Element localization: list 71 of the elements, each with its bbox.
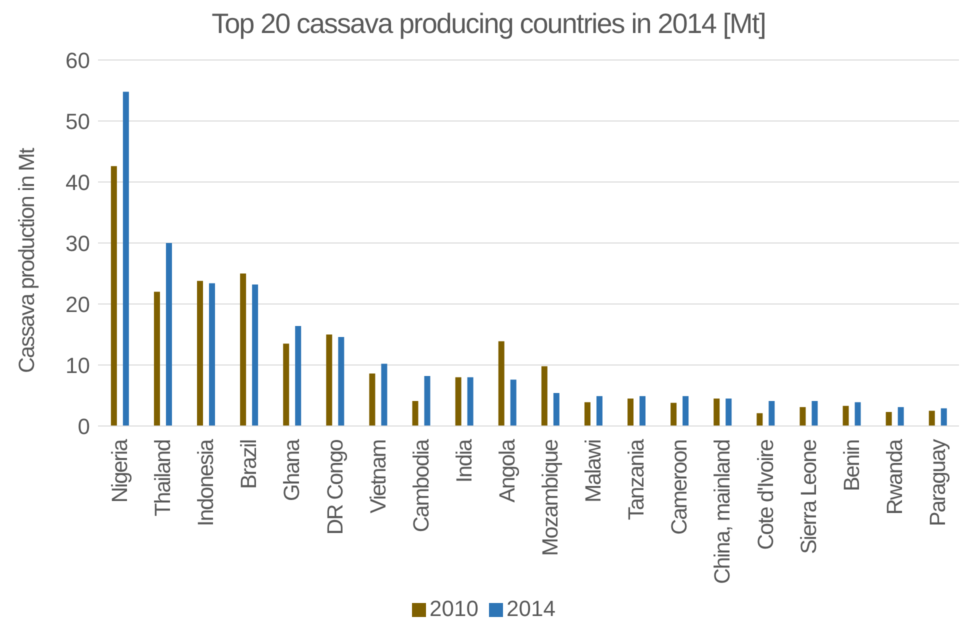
legend-label: 2014: [506, 596, 556, 621]
y-tick-label: 20: [66, 292, 90, 317]
bar: [122, 92, 129, 426]
bar: [154, 292, 160, 426]
x-tick-label: Vietnam: [365, 440, 390, 514]
bar: [541, 366, 548, 426]
bar: [110, 166, 117, 426]
x-tick-label: DR Congo: [322, 439, 348, 535]
bar: [670, 402, 677, 426]
y-tick-label: 50: [66, 108, 90, 134]
bar: [800, 407, 806, 426]
bar: [412, 400, 418, 426]
bar: [295, 326, 302, 426]
x-tick-label: Paraguay: [924, 439, 950, 526]
x-tick-label: Rwanda: [882, 438, 907, 515]
bar: [714, 398, 720, 426]
x-tick-label: China, mainland: [710, 440, 735, 584]
bar: [455, 377, 462, 426]
x-tick-label: Ghana: [279, 438, 304, 502]
bar: [640, 396, 646, 426]
x-tick-label: Nigeria: [107, 438, 132, 503]
x-tick-label: Cambodia: [408, 438, 434, 532]
y-axis-title: Cassava production in Mt: [14, 148, 39, 373]
x-tick-label: India: [451, 438, 476, 483]
x-tick-label: Cote d'Ivoire: [752, 439, 778, 550]
y-tick-label: 60: [66, 48, 90, 73]
bar: [812, 400, 818, 426]
x-tick-label: Benin: [838, 440, 864, 492]
bar: [898, 407, 904, 426]
bar: [928, 410, 935, 426]
bar: [338, 336, 344, 426]
bar: [726, 398, 732, 426]
bar: [252, 284, 258, 426]
chart-title: Top 20 cassava producing countries in 2014 [Mt]: [210, 8, 766, 41]
bar: [240, 274, 246, 426]
legend-label: 2010: [430, 596, 478, 621]
bar: [756, 413, 763, 426]
x-tick-label: Sierra Leone: [796, 439, 821, 554]
x-tick-label: Tanzania: [624, 438, 649, 520]
bar: [842, 406, 849, 426]
x-tick-label: Mozambique: [538, 439, 563, 556]
x-tick-label: Cameroon: [666, 440, 692, 535]
x-tick-label: Malawi: [580, 440, 606, 502]
x-tick-label: Indonesia: [193, 438, 218, 526]
bar: [209, 283, 216, 426]
x-tick-label: Brazil: [236, 440, 262, 490]
bar: [768, 400, 775, 426]
x-tick-label: Thailand: [150, 440, 176, 516]
bar: [467, 377, 474, 426]
y-tick-label: 0: [78, 414, 90, 439]
bar: [940, 408, 947, 426]
bar: [498, 341, 504, 426]
bar: [283, 344, 290, 426]
bar: [854, 402, 861, 426]
y-tick-label: 10: [66, 352, 90, 378]
bar: [682, 396, 689, 426]
bar: [584, 402, 590, 426]
bar: [326, 334, 332, 426]
bar: [424, 376, 430, 426]
bar: [197, 280, 204, 426]
bar: [628, 398, 634, 426]
bar: [553, 393, 560, 426]
bar: [510, 380, 516, 426]
bar: [381, 364, 388, 426]
bar: [369, 374, 376, 426]
bar: [886, 412, 892, 426]
x-tick-label: Angola: [494, 438, 520, 503]
y-tick-label: 30: [66, 230, 90, 256]
y-tick-label: 40: [66, 170, 90, 195]
bar: [596, 396, 602, 426]
bar: [166, 243, 172, 426]
